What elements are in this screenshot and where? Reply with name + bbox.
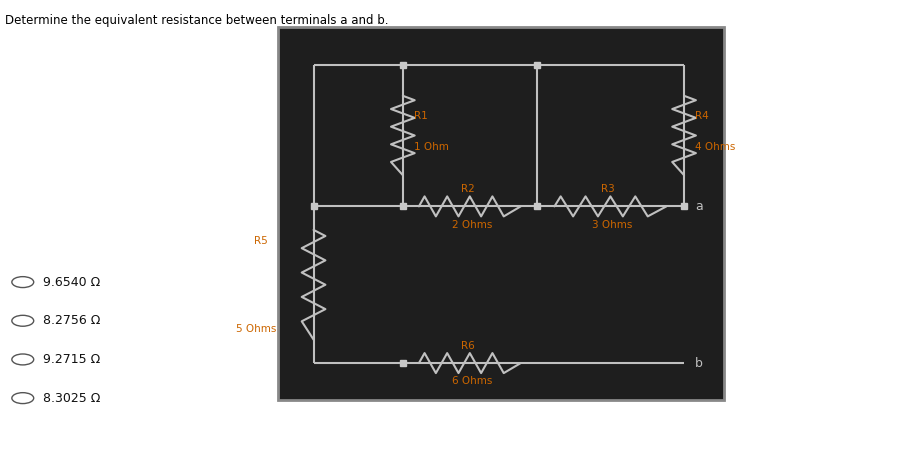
Text: R6: R6 — [461, 341, 475, 351]
Text: R3: R3 — [601, 184, 615, 194]
Text: 3 Ohms: 3 Ohms — [592, 220, 632, 230]
Text: 4 Ohms: 4 Ohms — [695, 142, 735, 152]
Text: R4: R4 — [695, 111, 709, 121]
Text: R1: R1 — [414, 111, 427, 121]
Text: Determine the equivalent resistance between terminals a and b.: Determine the equivalent resistance betw… — [5, 14, 388, 27]
Bar — [278, 27, 724, 400]
Text: 5 Ohms: 5 Ohms — [236, 324, 277, 334]
Text: a: a — [695, 200, 702, 213]
Text: 9.2715 Ω: 9.2715 Ω — [43, 353, 100, 366]
Text: R2: R2 — [461, 184, 475, 194]
Text: 8.2756 Ω: 8.2756 Ω — [43, 314, 100, 327]
Text: 1 Ohm: 1 Ohm — [414, 142, 448, 152]
Text: R5: R5 — [254, 236, 268, 246]
Text: 2 Ohms: 2 Ohms — [452, 220, 492, 230]
Text: 8.3025 Ω: 8.3025 Ω — [43, 392, 100, 404]
Text: 9.6540 Ω: 9.6540 Ω — [43, 276, 100, 288]
Text: b: b — [695, 357, 703, 369]
Text: 6 Ohms: 6 Ohms — [452, 376, 492, 386]
